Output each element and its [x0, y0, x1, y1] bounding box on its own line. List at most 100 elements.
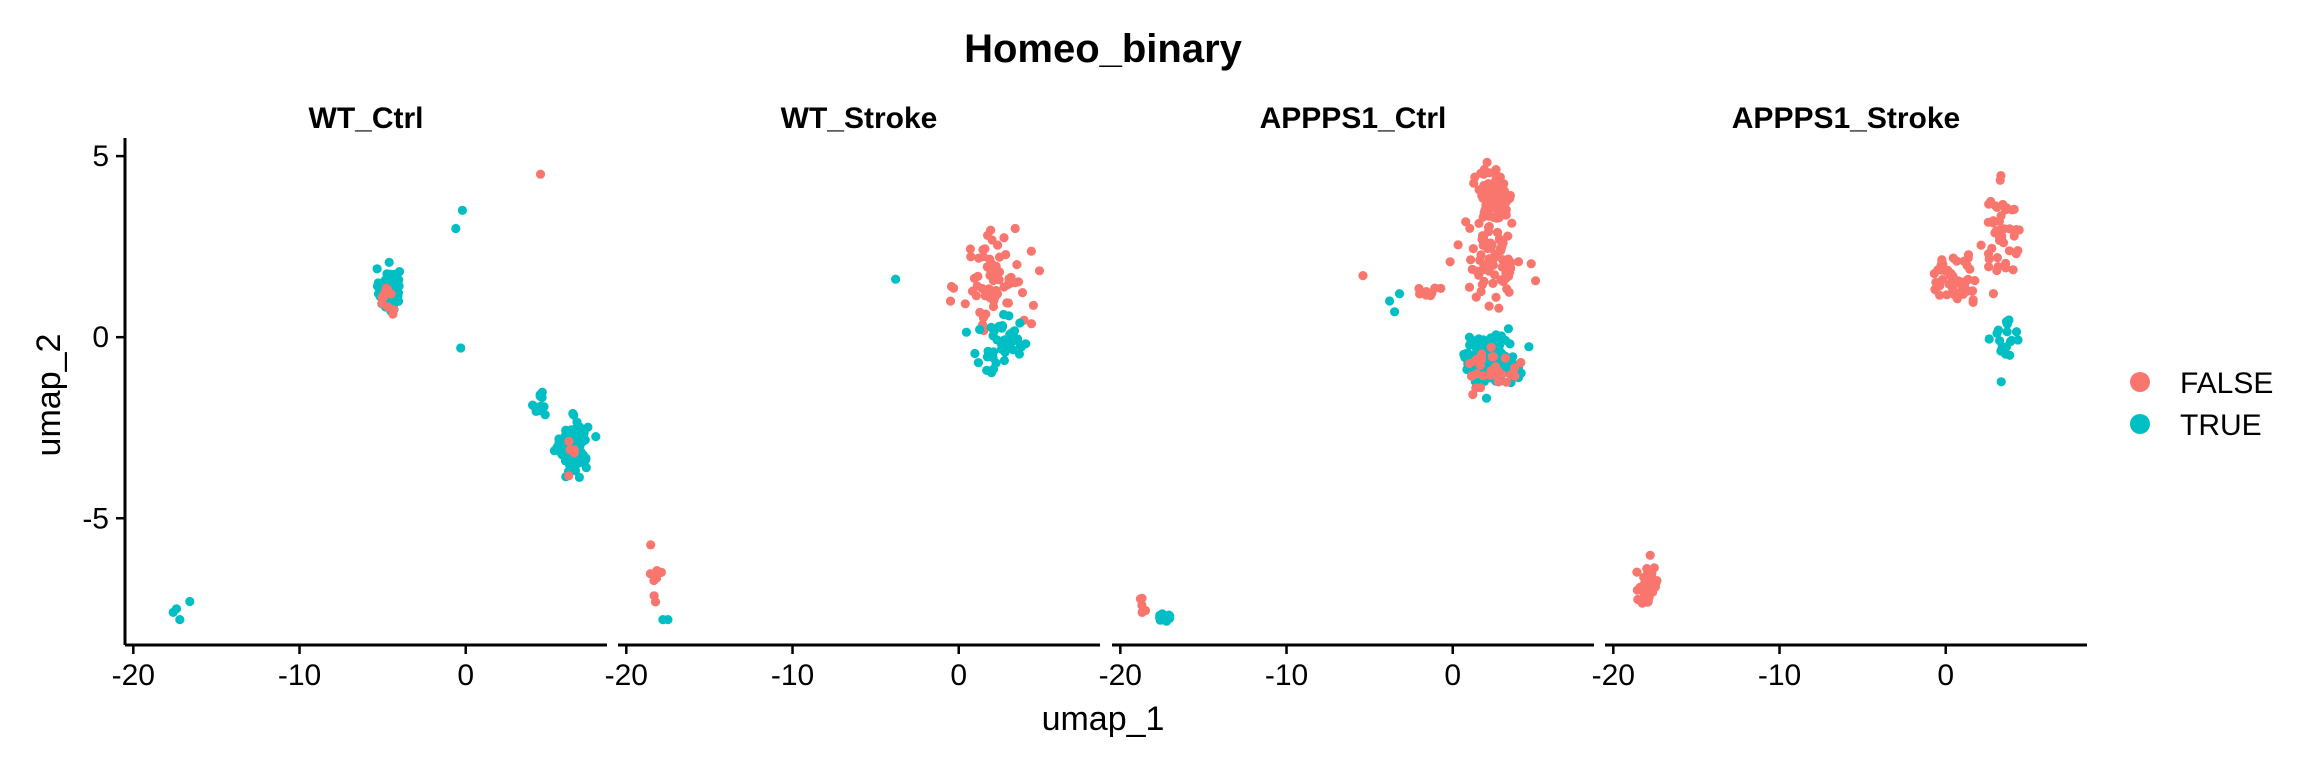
- facet-panel-APPPS1_Stroke: APPPS1_Stroke -20 -10 0: [1592, 102, 2087, 692]
- data-point: [564, 436, 574, 446]
- data-point: [1478, 371, 1488, 381]
- data-point: [1010, 223, 1020, 234]
- data-point: [1493, 377, 1503, 387]
- data-point: [2011, 327, 2022, 337]
- data-point: [649, 569, 659, 579]
- data-point: [975, 324, 985, 335]
- data-point: [2002, 327, 2012, 337]
- data-point: [1492, 213, 1502, 223]
- data-point: [983, 230, 993, 240]
- chart-title: Homeo_binary: [964, 27, 1243, 71]
- data-point: [591, 432, 601, 442]
- data-point: [1464, 282, 1475, 292]
- data-point: [1490, 270, 1500, 280]
- data-point: [1481, 393, 1492, 403]
- x-tick-label: -10: [771, 659, 814, 692]
- data-point: [1001, 250, 1011, 260]
- data-point: [2008, 265, 2018, 275]
- data-point: [383, 302, 393, 312]
- data-point: [1002, 298, 1012, 308]
- data-point: [451, 223, 461, 234]
- data-point: [2013, 335, 2023, 345]
- x-tick-label: -20: [112, 659, 155, 692]
- data-point: [1984, 199, 1994, 209]
- data-point: [973, 358, 984, 368]
- data-point: [1026, 246, 1036, 256]
- data-point: [1491, 362, 1501, 372]
- data-point: [1026, 319, 1037, 329]
- data-point: [991, 358, 1001, 368]
- data-point: [1930, 284, 1940, 294]
- data-point: [1510, 363, 1520, 373]
- data-point: [456, 343, 466, 353]
- data-point: [1500, 335, 1510, 345]
- data-point: [1497, 369, 1507, 379]
- data-point: [1938, 259, 1948, 269]
- data-point: [1929, 269, 1939, 279]
- data-point: [1475, 383, 1485, 393]
- legend-label: FALSE: [2180, 367, 2273, 400]
- data-point: [382, 284, 392, 294]
- points-group: [1632, 171, 2024, 608]
- data-point: [579, 426, 589, 436]
- data-point: [1014, 349, 1024, 359]
- data-point: [1484, 301, 1494, 311]
- data-point: [1466, 371, 1477, 381]
- data-point: [1461, 217, 1471, 227]
- data-point: [1993, 262, 2003, 272]
- data-point: [1007, 328, 1017, 338]
- data-point: [394, 267, 405, 277]
- data-point: [649, 591, 659, 601]
- data-point: [1967, 286, 1977, 296]
- data-point: [1945, 271, 1955, 281]
- data-point: [996, 339, 1006, 349]
- x-tick-label: -10: [1758, 659, 1801, 692]
- data-point: [1494, 303, 1504, 313]
- data-point: [1963, 274, 1973, 284]
- data-point: [1491, 292, 1501, 302]
- data-point: [1931, 277, 1941, 287]
- x-tick-label: -20: [1099, 659, 1142, 692]
- data-point: [1488, 278, 1498, 288]
- data-point: [574, 472, 585, 482]
- data-point: [1497, 262, 1507, 272]
- data-point: [1477, 280, 1487, 290]
- data-point: [1502, 284, 1512, 294]
- data-point: [1995, 175, 2005, 185]
- data-point: [1513, 257, 1524, 267]
- x-tick-label: 0: [1444, 659, 1461, 692]
- data-point: [1490, 249, 1500, 259]
- data-point: [1952, 293, 1962, 303]
- data-point: [1137, 593, 1147, 603]
- data-point: [1647, 583, 1657, 593]
- data-point: [1445, 257, 1455, 267]
- data-point: [1984, 334, 1994, 344]
- data-point: [646, 540, 656, 550]
- data-point: [372, 264, 382, 274]
- data-point: [1633, 594, 1643, 605]
- data-point: [1358, 271, 1368, 281]
- data-point: [663, 615, 673, 625]
- data-point: [1976, 240, 1986, 250]
- data-point: [1016, 342, 1027, 352]
- facet-panel-WT_Ctrl: WT_Ctrl -20 -10 0 5 0 -5: [82, 102, 607, 692]
- data-point: [1468, 244, 1478, 254]
- y-tick-label: 0: [92, 321, 109, 354]
- data-point: [390, 279, 400, 289]
- data-point: [1644, 592, 1654, 602]
- data-point: [960, 299, 970, 309]
- points-group: [1135, 157, 1541, 626]
- data-point: [2001, 263, 2011, 273]
- points-group: [168, 169, 601, 625]
- x-tick-label: 0: [950, 659, 967, 692]
- data-point: [992, 270, 1002, 280]
- data-point: [983, 346, 993, 356]
- data-point: [985, 254, 995, 264]
- data-point: [1504, 271, 1514, 281]
- data-point: [999, 233, 1009, 243]
- data-point: [1498, 255, 1508, 265]
- data-point: [1503, 231, 1513, 241]
- x-tick-label: -10: [278, 659, 321, 692]
- data-point: [1996, 346, 2006, 356]
